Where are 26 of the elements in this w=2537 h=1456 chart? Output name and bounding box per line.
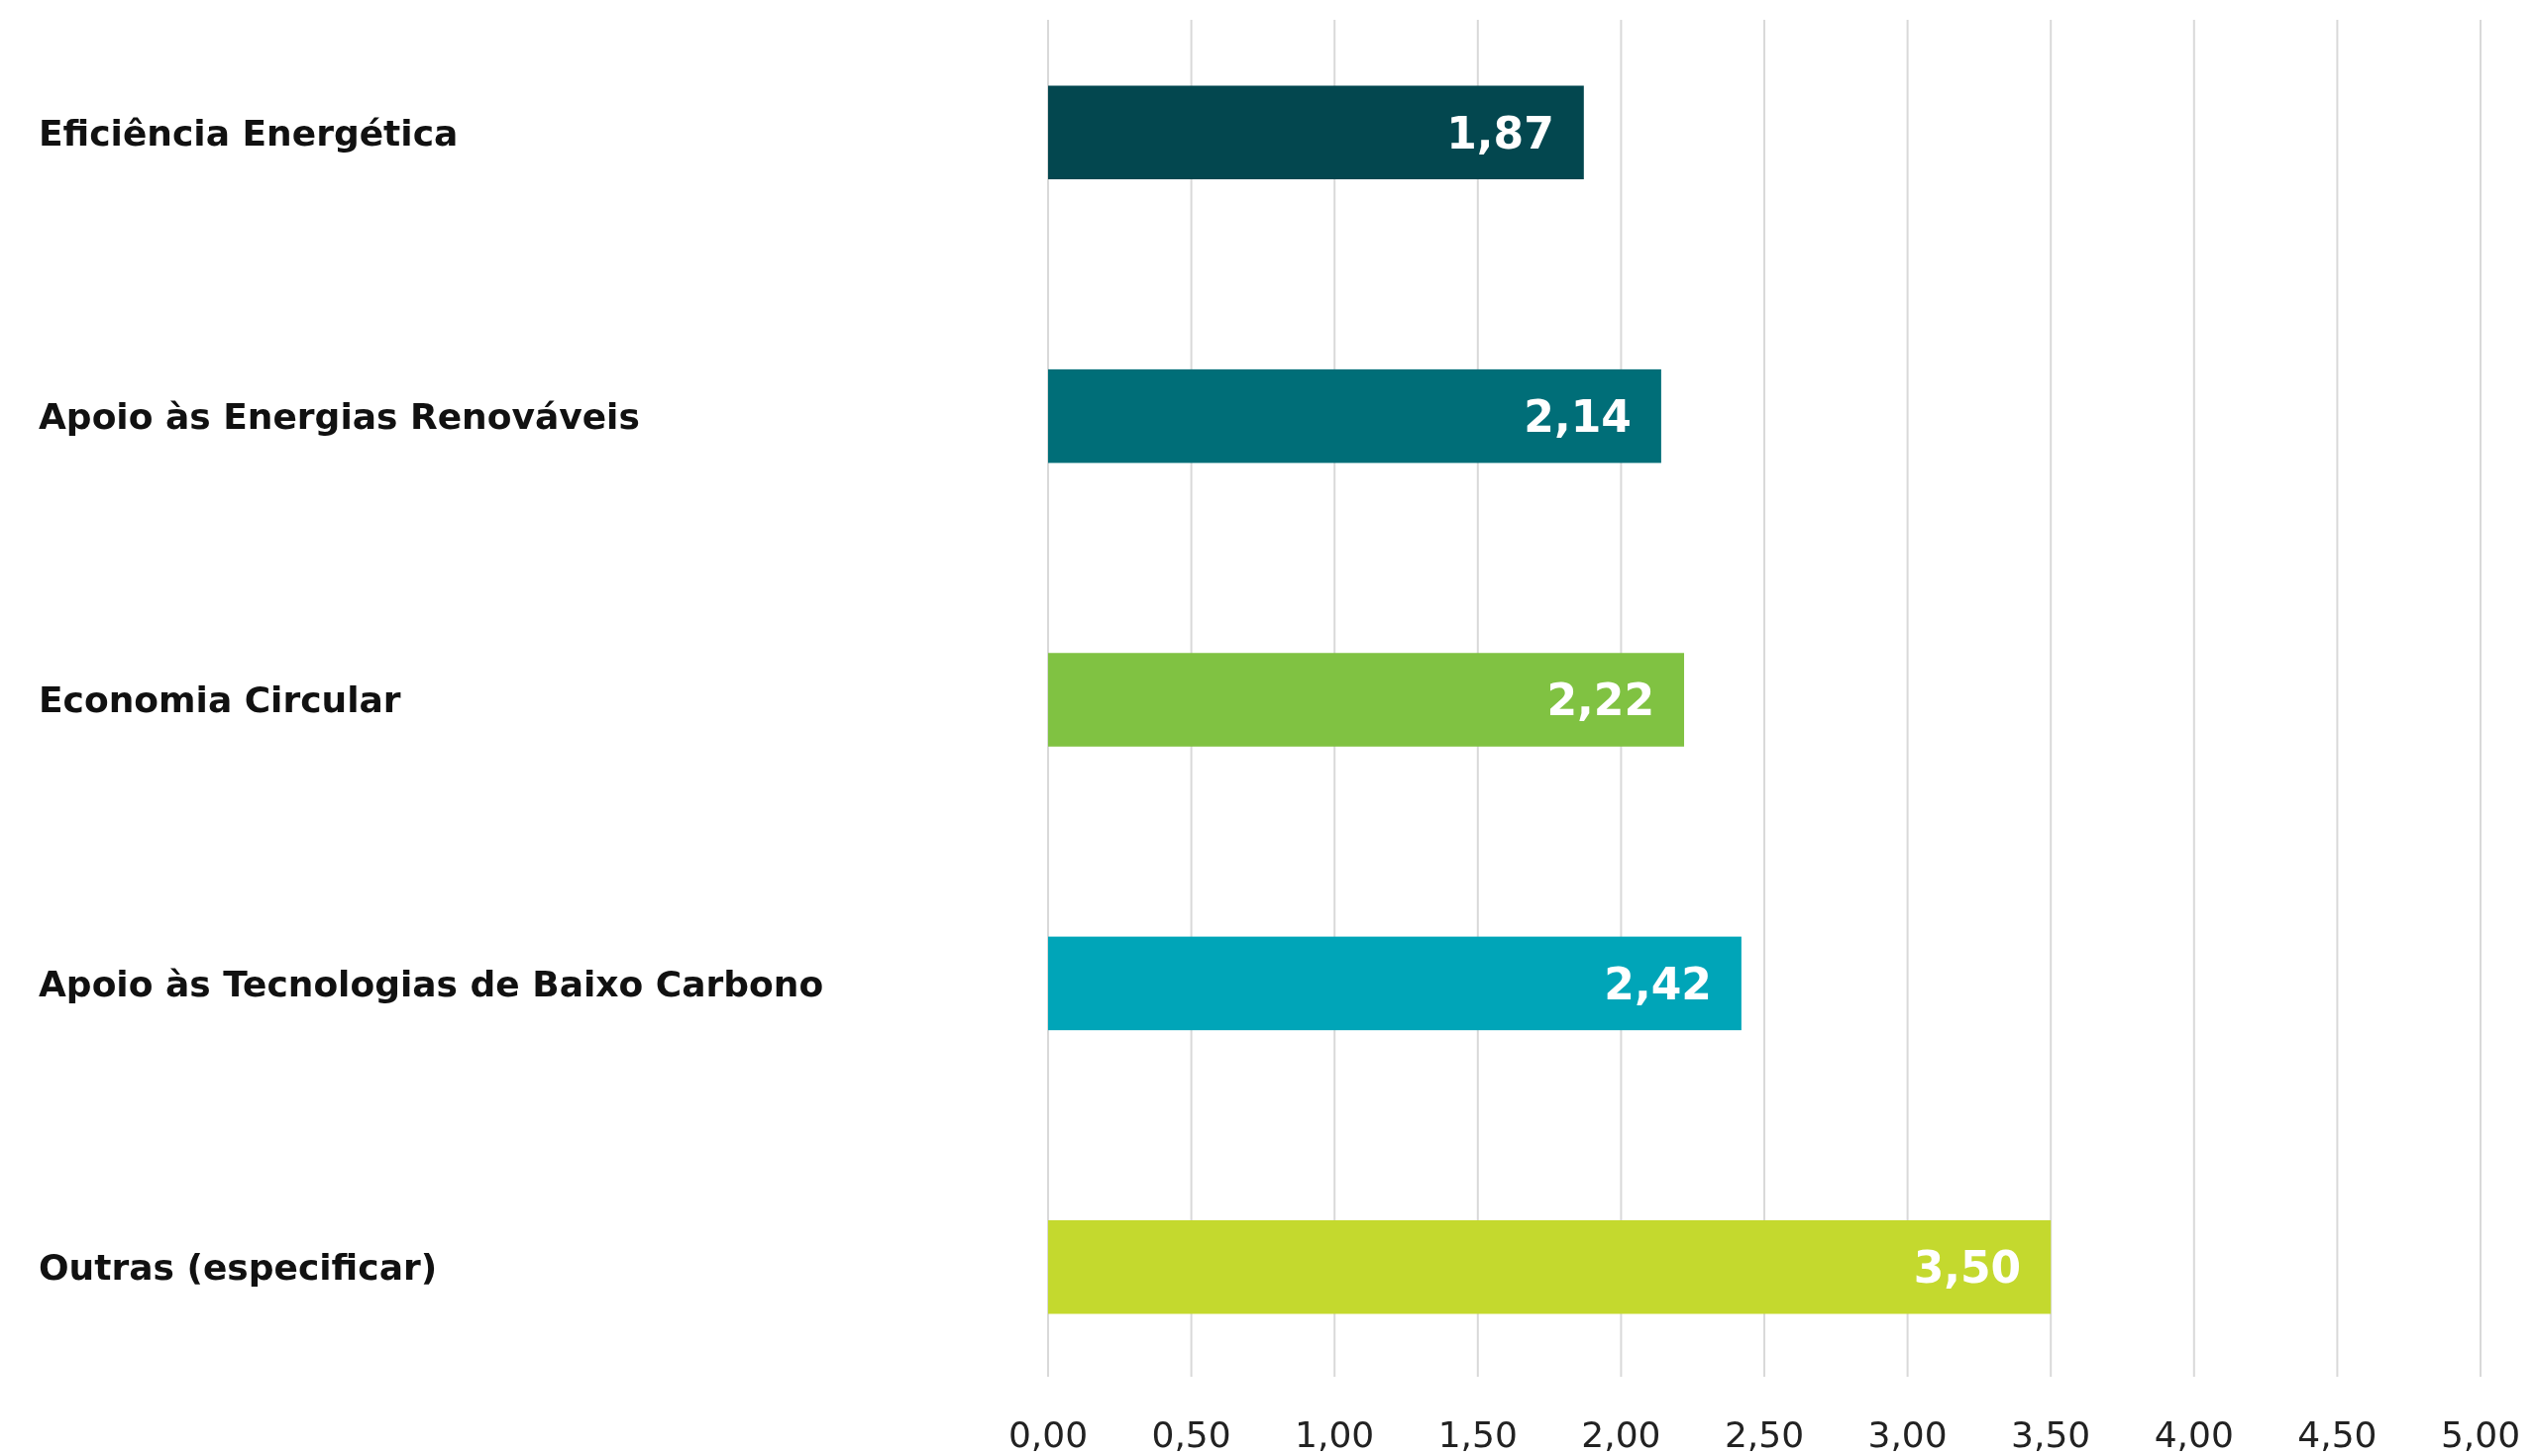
x-tick-label: 1,50 [1437,1413,1518,1455]
x-tick-label: 2,00 [1581,1413,1661,1455]
data-label: 2,22 [1546,675,1655,726]
bar [1048,936,1742,1031]
data-label: 2,42 [1604,958,1712,1009]
x-tick-label: 5,00 [2440,1413,2521,1455]
x-tick-label: 3,50 [2011,1413,2091,1455]
data-label: 1,87 [1446,107,1554,158]
y-tick-label: Apoio às Energias Renováveis [39,396,640,438]
bar [1048,1219,2052,1314]
bar [1048,368,1661,464]
y-tick-label: Outras (especificar) [39,1247,438,1289]
x-tick-label: 1,00 [1295,1413,1375,1455]
y-tick-label: Apoio às Tecnologias de Baixo Carbono [39,963,824,1004]
x-tick-label: 2,50 [1724,1413,1805,1455]
bar [1048,653,1685,747]
x-tick-label: 4,00 [2154,1413,2234,1455]
x-tick-label: 0,50 [1151,1413,1231,1455]
x-tick-label: 4,50 [2297,1413,2378,1455]
bar [1048,85,1584,180]
data-label: 2,14 [1524,390,1632,442]
y-tick-label: Eficiência Energética [39,112,459,154]
x-tick-label: 0,00 [1007,1413,1089,1455]
x-tick-label: 3,00 [1867,1413,1948,1455]
y-tick-label: Economia Circular [39,679,401,721]
data-label: 3,50 [1913,1242,2022,1294]
